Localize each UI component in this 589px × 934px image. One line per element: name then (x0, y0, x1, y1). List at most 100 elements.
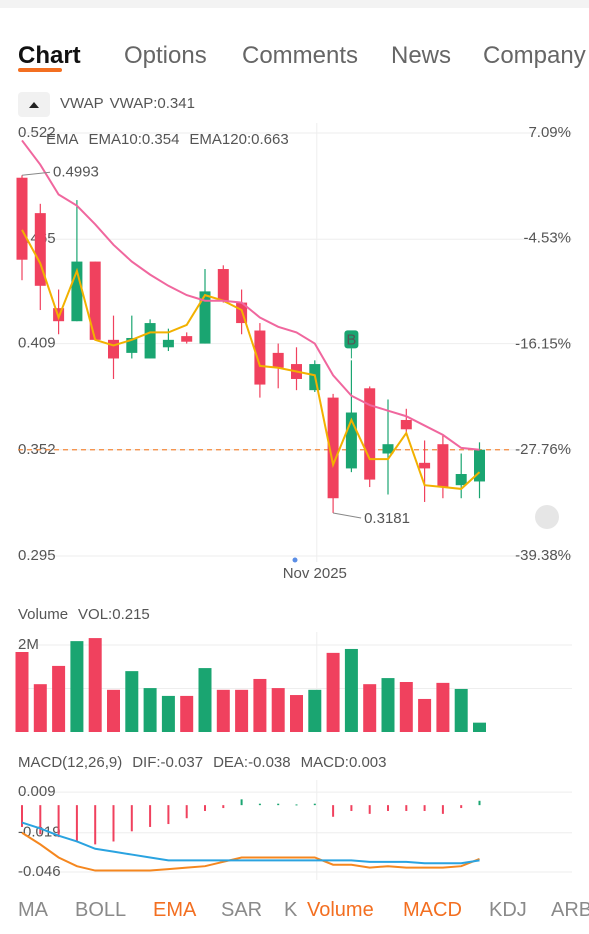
candle-body (254, 330, 266, 385)
candle-body (126, 337, 138, 353)
chart: 0.5220.4650.4090.3520.2957.09%-4.53%-16.… (15, 92, 572, 880)
legend-item: MACD:0.003 (301, 754, 387, 771)
macd-bar (94, 805, 97, 845)
volume-bar (418, 698, 432, 732)
volume-bar (308, 689, 322, 732)
tab[interactable]: News (391, 42, 452, 69)
legend-title: VWAP (60, 95, 104, 112)
y2-tick-label: -4.53% (523, 230, 571, 247)
indicator-tab[interactable]: BOLL (75, 899, 127, 921)
status-strip (0, 0, 589, 8)
indicator-tab[interactable]: ARB (551, 899, 589, 921)
macd-bar (441, 805, 444, 814)
volume-bar (290, 695, 303, 732)
volume-bar (235, 689, 249, 732)
macd-bar (423, 805, 426, 811)
tab[interactable]: Company (483, 42, 586, 69)
volume-bar (216, 689, 230, 732)
macd-bar (204, 805, 206, 811)
series-line (21, 831, 480, 872)
macd-bar (240, 799, 243, 806)
legend-item: DIF:-0.037 (132, 754, 203, 771)
macd-bar (368, 805, 371, 814)
tab[interactable]: Comments (242, 42, 359, 69)
candle-body (71, 261, 83, 322)
candle-body (364, 388, 376, 480)
volume-bar (344, 648, 358, 732)
collapse-icon (29, 102, 39, 108)
macd-bar (21, 805, 23, 827)
volume-bar (399, 682, 413, 732)
candle-body (382, 444, 394, 454)
macd-bar (185, 805, 188, 819)
candle-body (400, 419, 412, 430)
candle-body (345, 412, 357, 469)
macd-bar (460, 805, 463, 809)
y-tick-label: -0.019 (18, 824, 61, 841)
y2-tick-label: 7.09% (528, 124, 571, 141)
tab[interactable]: Chart (18, 42, 81, 69)
volume-bar (143, 688, 157, 732)
indicator-tab[interactable]: Volume (307, 899, 374, 921)
leader-line (333, 512, 362, 519)
candle-body (455, 474, 467, 486)
y-tick-label: 2M (18, 636, 39, 653)
volume-bar (381, 678, 395, 732)
y2-tick-label: -39.38% (515, 547, 571, 564)
macd-bar (387, 805, 389, 811)
volume-bar (473, 722, 486, 732)
macd-bar (350, 805, 353, 811)
volume-bar (271, 688, 285, 732)
series-line (21, 139, 480, 451)
candle-body (474, 449, 485, 482)
legend-item: DEA:-0.038 (213, 754, 291, 771)
indicator-tab[interactable]: MA (18, 899, 48, 921)
candle-body (162, 339, 174, 348)
candle-body (437, 444, 449, 488)
reset-button[interactable] (535, 505, 559, 529)
volume-bar (161, 695, 175, 732)
tab-bar: Chart Options Comments News Company (0, 40, 589, 80)
volume-bar (88, 638, 102, 732)
candle-body (144, 323, 156, 359)
x-tick-label: Nov 2025 (283, 565, 347, 582)
volume-bar (33, 684, 47, 732)
volume-bar (454, 688, 468, 732)
volume-bar (52, 665, 66, 732)
macd-bar (405, 805, 408, 811)
legend-item: EMA10:0.354 (89, 131, 180, 148)
legend-item: EMA120:0.663 (189, 131, 288, 148)
candle-body (89, 261, 101, 340)
signal-badge (344, 330, 359, 349)
candle-body (327, 397, 339, 499)
y2-tick-label: -27.76% (515, 441, 571, 458)
legend-item: VWAP:0.341 (110, 95, 195, 112)
volume-bar (253, 678, 267, 732)
macd-bar (277, 803, 280, 806)
macd-bar (295, 804, 298, 806)
macd-bar (75, 805, 78, 842)
legend-item: VOL:0.215 (78, 606, 150, 623)
series-line (21, 821, 480, 865)
macd-bar (222, 805, 225, 809)
candle-body (419, 462, 431, 469)
indicator-tab[interactable]: EMA (153, 899, 197, 921)
macd-bar (57, 805, 60, 838)
volume-bar (70, 641, 84, 732)
macd-bar (332, 805, 335, 817)
macd-bar (478, 800, 481, 806)
candle-body (108, 339, 119, 359)
indicator-tab[interactable]: K (284, 899, 298, 921)
indicator-tab[interactable]: SAR (221, 899, 263, 921)
leader-line (21, 171, 51, 176)
candle-body (34, 213, 46, 286)
macd-bar (39, 805, 42, 835)
y-tick-label: 0.295 (18, 547, 56, 564)
indicator-tab[interactable]: MACD (403, 899, 462, 921)
volume-bar (326, 652, 340, 732)
indicator-tab[interactable]: KDJ (489, 899, 527, 921)
panel-title: Volume (18, 606, 68, 623)
low-label: 0.3181 (364, 510, 410, 527)
tab[interactable]: Options (124, 42, 207, 69)
